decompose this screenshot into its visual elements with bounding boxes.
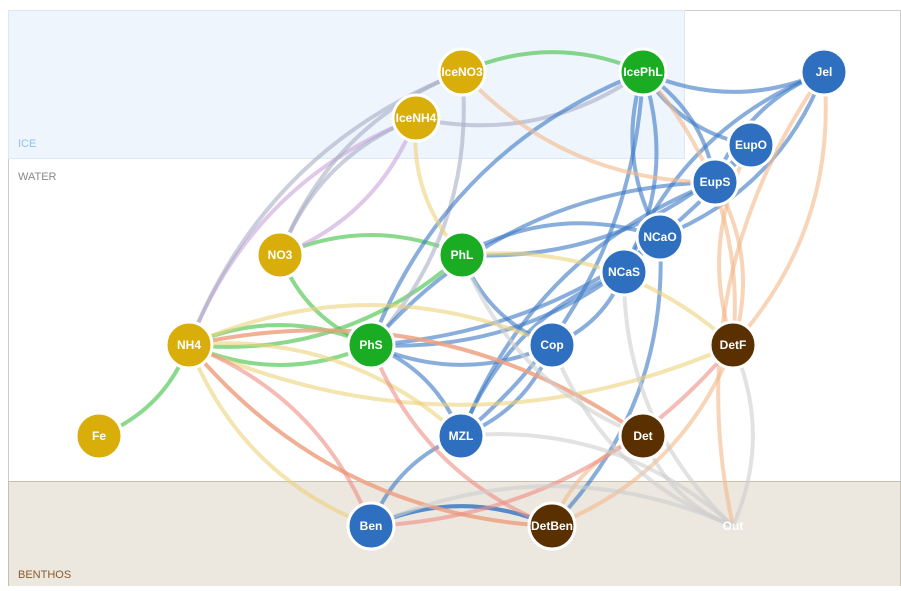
node-label: IceNH4 [396,111,437,125]
node-label: PhL [451,248,474,262]
edge [415,70,645,128]
node: NO3 [255,230,305,280]
node-circle [618,411,668,461]
node-label: NCaO [643,230,676,244]
node: PhS [346,320,396,370]
node: PhL [437,230,487,280]
node-label: Ben [360,519,383,533]
edge [369,71,466,347]
edge [460,254,644,438]
node-circle [708,320,758,370]
node-label: Out [723,519,744,533]
node-label: EupO [735,138,767,152]
node-circle [799,47,849,97]
zone-label: WATER [18,171,57,183]
edge [188,341,463,438]
node-label: MZL [449,429,474,443]
edge [369,344,553,528]
node: Ben [346,501,396,551]
edge [459,71,645,438]
edge [369,70,644,346]
edge [278,116,417,256]
edge [460,70,716,185]
edge [659,71,826,239]
edge [188,328,645,438]
edge [731,71,828,347]
node-label: NH4 [177,338,201,352]
node: IceNO3 [437,47,487,97]
node-label: PhS [359,338,382,352]
node-circle [255,230,305,280]
node-label: DetBen [531,519,573,533]
edge [188,343,373,527]
node-circle [346,320,396,370]
node-label: Det [633,429,652,443]
node-circle [726,120,776,170]
edge [716,70,826,527]
edge [188,303,553,347]
node: Det [618,411,668,461]
edge [551,344,735,528]
node-circle [346,501,396,551]
node: NH4 [164,320,214,370]
node-circle [690,157,740,207]
edge [279,117,418,257]
zone-label: BENTHOS [18,569,71,581]
node: EupS [690,157,740,207]
node: DetBen [527,501,577,551]
node-circle [437,47,487,97]
edge [459,180,716,437]
node-label: NO3 [268,248,293,262]
node-label: Cop [540,338,563,352]
node: IcePhL [618,47,668,97]
node-circle [436,411,486,461]
node-circle [74,411,124,461]
node: IceNH4 [391,93,441,143]
node-circle [527,501,577,551]
node-label: Jel [816,65,833,79]
node: Out [723,519,744,533]
node-label: IcePhL [623,65,662,79]
edge [187,344,372,528]
edge [621,271,735,528]
edge [188,343,734,407]
edge [622,71,659,273]
node-label: IceNO3 [441,65,483,79]
node-label: EupS [700,175,731,189]
node-circle [618,47,668,97]
node: MZL [436,411,486,461]
zone-label: ICE [18,138,36,150]
node-circle [599,247,649,297]
nodes: IceNO3 IcePhL Jel IceNH4 EupO EupS NO3 PhL NCaO N… [74,47,849,551]
node-circle [635,212,685,262]
edge [187,343,553,528]
node-circle [527,320,577,370]
node-circle [164,320,214,370]
node: NCaS [599,247,649,297]
edge [460,432,735,528]
node-circle [391,93,441,143]
node-label: DetF [720,338,747,352]
edge [550,236,663,528]
node: NCaO [635,212,685,262]
node: Cop [527,320,577,370]
node-label: Fe [92,429,106,443]
node-circle [437,230,487,280]
edge [370,484,734,528]
edge [717,144,753,346]
node: Fe [74,411,124,461]
node: EupO [726,120,776,170]
node: Jel [799,47,849,97]
edge [370,343,735,528]
node-label: NCaS [608,265,640,279]
node: DetF [708,320,758,370]
edge [461,221,661,257]
